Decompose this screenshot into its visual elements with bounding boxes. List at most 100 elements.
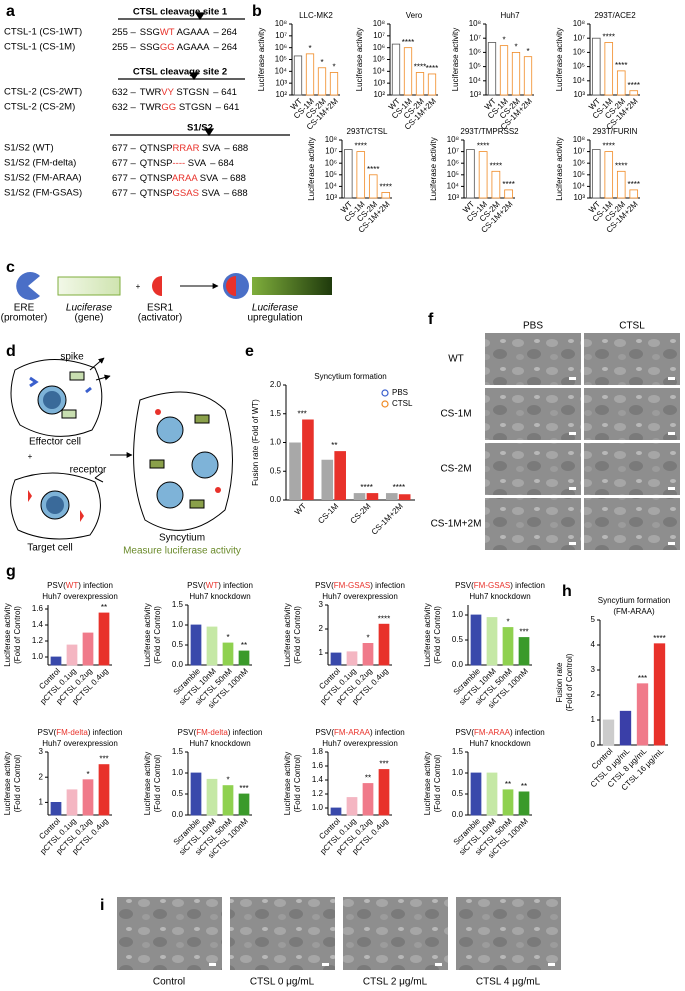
- row-label: CS-1M: [440, 409, 471, 420]
- residue-run: WT: [160, 27, 175, 38]
- y-tick-label: 10³: [469, 90, 481, 99]
- promoter: ERE: [14, 303, 35, 314]
- significance: **: [241, 641, 247, 650]
- residue-end: – 641: [213, 87, 237, 98]
- y-axis-label: Luciferase activity: [423, 752, 432, 816]
- significance: *: [308, 44, 311, 53]
- title-part: PSV(: [315, 728, 334, 737]
- micrograph: [584, 443, 680, 495]
- x-tick-label: CS-1M+2M: [370, 501, 405, 536]
- chart-title: Huh7 overexpression: [42, 739, 118, 748]
- y-tick-label: 3: [319, 600, 324, 609]
- residue-end: – 684: [210, 158, 234, 169]
- residue-end: – 641: [216, 102, 240, 113]
- gene: Luciferase: [66, 303, 113, 314]
- chart-title: PSV(WT) infection: [47, 581, 113, 590]
- residue-run: AGAAA: [175, 42, 211, 53]
- y-axis-label: (Fold of Control): [293, 606, 302, 664]
- title-part: FM-GSAS: [334, 581, 370, 590]
- micrograph: [230, 897, 335, 970]
- significance: ****: [628, 81, 640, 90]
- significance: ***: [99, 755, 108, 764]
- significance: ****: [360, 483, 372, 492]
- y-tick-label: 10⁵: [573, 62, 585, 71]
- title-part: WT: [206, 581, 219, 590]
- chart-title: (FM-ARAA): [613, 607, 655, 616]
- bar: [629, 90, 639, 96]
- significance: ****: [378, 614, 390, 623]
- condition-label: Control: [153, 977, 185, 988]
- y-tick-label: 10⁷: [373, 31, 385, 40]
- title-part: FM-ARAA: [474, 728, 511, 737]
- bar: [289, 442, 301, 500]
- residue-run: SVA: [199, 143, 221, 154]
- bar: [82, 632, 94, 666]
- chart-title: 293T/ACE2: [594, 11, 636, 20]
- significance: ****: [355, 142, 367, 151]
- bar: [66, 644, 78, 666]
- y-axis-label: (Fold of Control): [153, 754, 162, 812]
- y-tick-label: 10⁵: [469, 62, 481, 71]
- y-tick-label: 4: [591, 640, 596, 649]
- bar: [334, 451, 346, 500]
- bar: [470, 614, 482, 666]
- y-axis-label: Luciferase activity: [451, 28, 460, 92]
- scale-bar: [668, 542, 675, 545]
- bar: [190, 772, 202, 816]
- significance: *: [502, 36, 505, 45]
- plus: +: [136, 282, 141, 291]
- target: Target cell: [27, 543, 73, 554]
- residue-end: – 688: [222, 173, 246, 184]
- y-tick-label: 10⁴: [373, 66, 386, 75]
- y-tick-label: 10⁶: [325, 158, 337, 167]
- y-tick-label: 1.0: [172, 620, 184, 629]
- y-tick-label: 10⁷: [469, 33, 481, 42]
- chart-title: Huh7 overexpression: [322, 592, 398, 601]
- y-tick-label: 5: [591, 615, 596, 624]
- bar: [293, 55, 303, 96]
- y-tick-label: 10⁴: [573, 76, 586, 85]
- title-part: PSV(: [178, 728, 197, 737]
- title-part: ) infection: [370, 581, 405, 590]
- y-tick-label: 0.5: [452, 789, 464, 798]
- bar: [511, 52, 521, 96]
- row-label: CS-2M: [440, 464, 471, 475]
- chart-title: Huh7 knockdown: [469, 739, 530, 748]
- bar: [222, 785, 234, 816]
- y-tick-label: 0.0: [452, 810, 464, 819]
- chart-title: Huh7: [500, 11, 520, 20]
- significance: *: [226, 633, 229, 642]
- bar: [523, 56, 533, 96]
- bar: [403, 47, 413, 96]
- residue-run: AGAAA: [174, 27, 210, 38]
- y-axis-label: (Fold of Control): [153, 606, 162, 664]
- bar: [591, 37, 601, 96]
- sequence: 632 – TWRGG STGSN – 641: [112, 102, 239, 113]
- y-tick-label: 1.5: [172, 600, 184, 609]
- residue-run: RRAR: [173, 143, 200, 154]
- site-header: S1/S2: [187, 123, 213, 134]
- significance: ****: [628, 180, 640, 189]
- title-part: FM-ARAA: [334, 728, 371, 737]
- y-tick-label: 10⁶: [275, 43, 287, 52]
- bar: [321, 459, 334, 500]
- y-tick-label: 1.5: [270, 409, 282, 418]
- bar: [478, 151, 488, 199]
- condition-label: CTSL 2 μg/mL: [363, 977, 428, 988]
- y-axis-label: (Fold of Control): [13, 606, 22, 664]
- y-tick-label: 3: [591, 665, 596, 674]
- spike: spike: [60, 352, 84, 363]
- significance: *: [366, 634, 369, 643]
- y-tick-label: 0.0: [172, 660, 184, 669]
- significance: ****: [502, 180, 514, 189]
- panel-letter: g: [6, 563, 16, 580]
- significance: ****: [380, 183, 392, 192]
- bar: [604, 42, 614, 96]
- bar: [368, 174, 378, 199]
- chart-title: LLC-MK2: [299, 11, 333, 20]
- significance: ****: [393, 483, 405, 492]
- bar: [486, 617, 498, 666]
- significance: *: [526, 47, 529, 56]
- scale-bar: [548, 963, 555, 966]
- y-tick-label: 10²: [373, 90, 385, 99]
